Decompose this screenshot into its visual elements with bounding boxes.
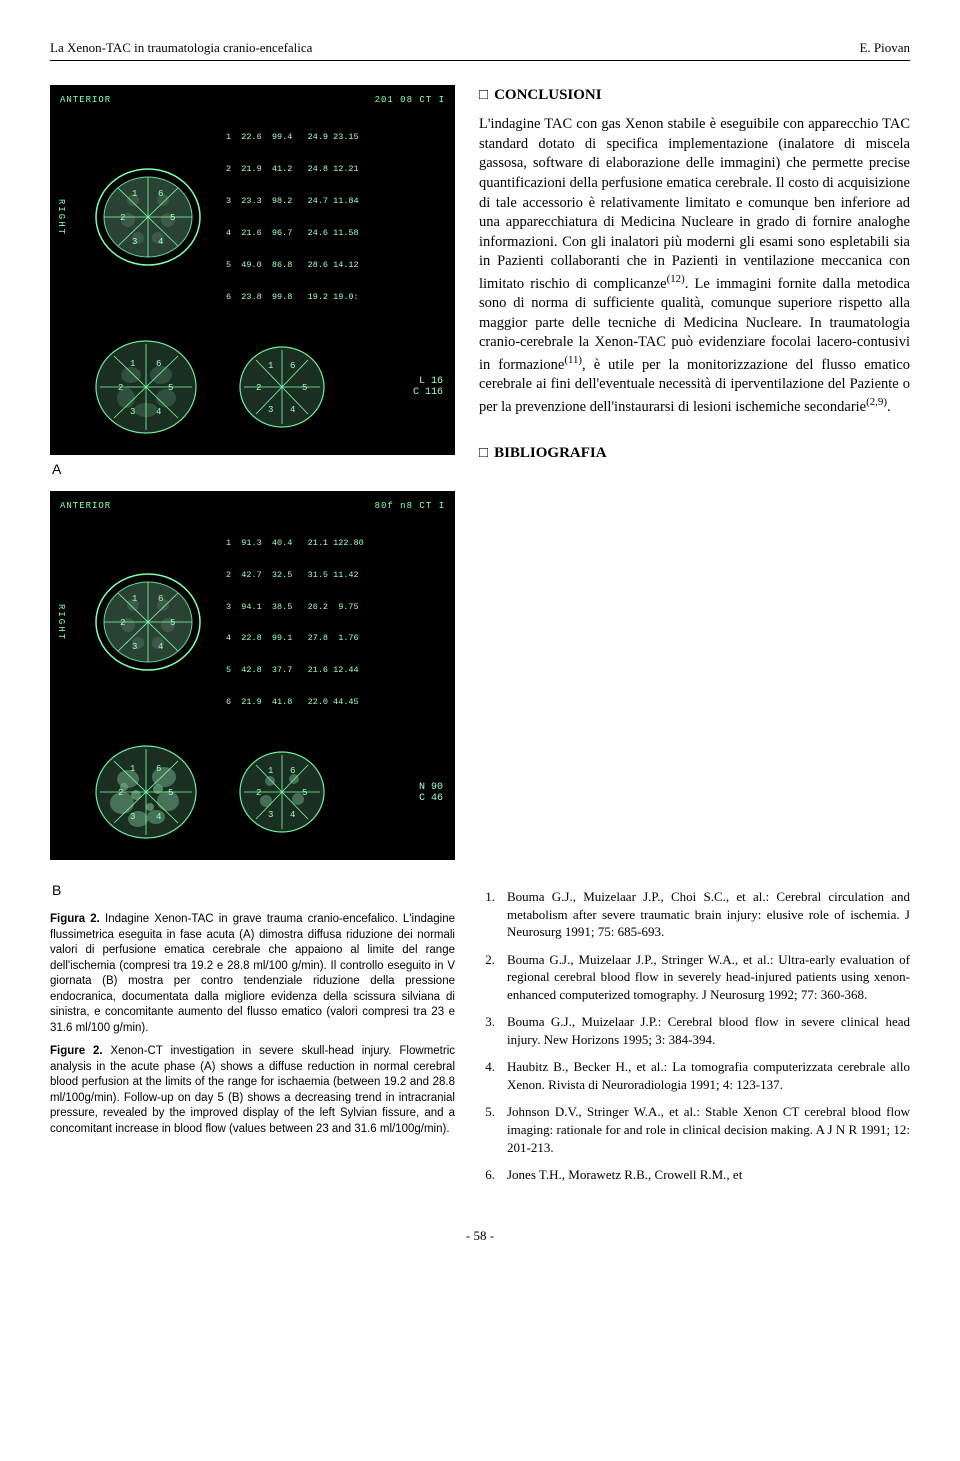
svg-text:6: 6 [156, 359, 161, 369]
svg-text:4: 4 [158, 237, 163, 247]
svg-text:6: 6 [156, 764, 161, 774]
brain-slice-a2: 1 6 2 5 3 4 [76, 330, 216, 445]
svg-text:4: 4 [290, 810, 295, 820]
scan-table-cols: 201 08 CT I [375, 95, 445, 105]
page-number: - 58 - [50, 1228, 910, 1244]
panel-label-b: B [52, 882, 455, 898]
svg-text:2: 2 [256, 788, 261, 798]
svg-text:2: 2 [118, 788, 123, 798]
svg-text:6: 6 [290, 766, 295, 776]
conclusioni-title: □CONCLUSIONI [479, 85, 910, 105]
svg-text:5: 5 [168, 383, 173, 393]
header-left: La Xenon-TAC in traumatologia cranio-enc… [50, 40, 312, 56]
svg-text:1: 1 [268, 766, 273, 776]
svg-text:3: 3 [132, 642, 137, 652]
brain-slice-b1: 1 6 2 5 3 4 [78, 565, 218, 680]
svg-text:2: 2 [118, 383, 123, 393]
scan-anterior-label-b: ANTERIOR [60, 501, 111, 511]
biblio-item: 5. Johnson D.V., Stringer W.A., et al.: … [479, 1103, 910, 1156]
scan-side-label: RIGHT [56, 199, 70, 236]
bibliography-list: 1. Bouma G.J., Muizelaar J.P., Choi S.C.… [479, 888, 910, 1184]
svg-text:6: 6 [158, 594, 163, 604]
scan-anterior-label: ANTERIOR [60, 95, 111, 105]
svg-text:3: 3 [130, 407, 135, 417]
svg-text:5: 5 [302, 383, 307, 393]
biblio-item: 1. Bouma G.J., Muizelaar J.P., Choi S.C.… [479, 888, 910, 941]
svg-text:6: 6 [158, 189, 163, 199]
svg-text:6: 6 [290, 361, 295, 371]
svg-text:4: 4 [156, 407, 161, 417]
svg-text:3: 3 [132, 237, 137, 247]
scan-table-cols-b: 80f n8 CT I [375, 501, 445, 511]
scan-side-label-b: RIGHT [56, 604, 70, 641]
svg-text:5: 5 [170, 618, 175, 628]
svg-text:1: 1 [268, 361, 273, 371]
svg-text:3: 3 [268, 810, 273, 820]
biblio-item: 2. Bouma G.J., Muizelaar J.P., Stringer … [479, 951, 910, 1004]
scan-panel-a: ANTERIOR 201 08 CT I RIGHT [50, 85, 455, 455]
biblio-item: 6. Jones T.H., Morawetz R.B., Crowell R.… [479, 1166, 910, 1184]
running-header: La Xenon-TAC in traumatologia cranio-enc… [50, 40, 910, 61]
scan-a-data-table: 1 22.6 99.4 24.9 23.15 2 21.9 41.2 24.8 … [226, 111, 359, 324]
scan-b-bottom-stamp: N 90 C 46 [419, 782, 449, 804]
figure-caption-en: Figure 2. Xenon-CT investigation in seve… [50, 1044, 455, 1137]
svg-text:2: 2 [120, 618, 125, 628]
svg-text:5: 5 [168, 788, 173, 798]
figure-caption-it: Figura 2. Indagine Xenon-TAC in grave tr… [50, 912, 455, 1036]
svg-text:5: 5 [302, 788, 307, 798]
biblio-item: 3. Bouma G.J., Muizelaar J.P.: Cerebral … [479, 1013, 910, 1048]
svg-text:5: 5 [170, 213, 175, 223]
svg-text:1: 1 [132, 189, 137, 199]
svg-text:2: 2 [120, 213, 125, 223]
svg-text:3: 3 [268, 405, 273, 415]
conclusioni-body: L'indagine TAC con gas Xenon stabile è e… [479, 115, 910, 417]
svg-text:4: 4 [156, 812, 161, 822]
svg-text:1: 1 [130, 764, 135, 774]
brain-slice-a1: 1 6 2 5 3 4 [78, 160, 218, 275]
bibliografia-title: □BIBLIOGRAFIA [479, 443, 910, 463]
svg-text:4: 4 [290, 405, 295, 415]
checkbox-icon: □ [479, 87, 488, 103]
header-right: E. Piovan [859, 40, 910, 56]
checkbox-icon: □ [479, 445, 488, 461]
panel-label-a: A [52, 461, 455, 477]
svg-text:1: 1 [132, 594, 137, 604]
scan-panel-b: ANTERIOR 80f n8 CT I RIGHT [50, 491, 455, 861]
svg-text:3: 3 [130, 812, 135, 822]
brain-slice-b3: 1 6 2 5 3 4 [224, 735, 344, 850]
biblio-item: 4. Haubitz B., Becker H., et al.: La tom… [479, 1058, 910, 1093]
scan-b-data-table: 1 91.3 40.4 21.1 122.80 2 42.7 32.5 31.5… [226, 517, 364, 730]
svg-text:2: 2 [256, 383, 261, 393]
brain-slice-a3: 1 6 2 5 3 4 [224, 330, 344, 445]
svg-text:1: 1 [130, 359, 135, 369]
brain-slice-b2: 1 6 2 5 3 4 [76, 735, 216, 850]
scan-a-bottom-stamp: L 16 C 116 [413, 376, 449, 398]
svg-text:4: 4 [158, 642, 163, 652]
